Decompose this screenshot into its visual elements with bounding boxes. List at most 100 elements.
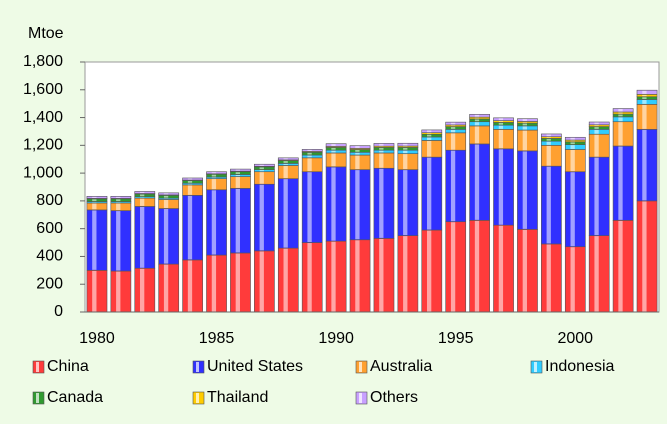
bar-segment xyxy=(517,229,538,313)
bar-segment xyxy=(86,209,108,271)
y-tick-label: 1,600 xyxy=(23,81,63,98)
bar-highlight xyxy=(355,170,360,240)
bar-highlight xyxy=(427,157,432,230)
bar-segment xyxy=(612,145,634,221)
bar-highlight xyxy=(211,190,217,255)
bar-segment xyxy=(134,206,156,269)
legend-swatch-highlight xyxy=(534,362,537,372)
bar-highlight xyxy=(379,150,384,153)
bar-highlight xyxy=(474,119,480,122)
bar-highlight xyxy=(594,157,599,236)
bar-segment xyxy=(541,138,562,142)
bar-segment xyxy=(206,178,227,191)
bar-segment xyxy=(182,259,203,313)
bar-segment xyxy=(612,220,634,313)
y-tick-label: 1,200 xyxy=(23,137,63,154)
bar-highlight xyxy=(594,122,599,125)
bar-highlight xyxy=(92,196,97,198)
bar-highlight xyxy=(259,172,264,184)
bar-segment xyxy=(110,202,132,211)
bar-segment xyxy=(325,147,347,151)
bar-segment xyxy=(445,149,467,223)
bar-segment xyxy=(517,129,538,152)
bar-highlight xyxy=(163,209,169,264)
bar-highlight xyxy=(187,180,193,183)
bar-highlight xyxy=(522,126,527,130)
bar-segment xyxy=(636,89,658,95)
bar-highlight xyxy=(403,236,408,312)
bar-segment xyxy=(325,149,347,154)
bar-highlight xyxy=(570,247,575,312)
y-tick-label: 400 xyxy=(36,248,63,265)
bar-segment xyxy=(517,150,538,230)
bar-highlight xyxy=(259,184,264,251)
bar-segment xyxy=(397,142,419,147)
bar-highlight xyxy=(642,129,647,201)
bar-highlight xyxy=(92,199,97,202)
bar-segment xyxy=(230,171,251,175)
bar-segment xyxy=(206,189,227,256)
bar-segment xyxy=(541,243,562,313)
bar-segment xyxy=(421,136,443,141)
legend-swatch-highlight xyxy=(359,362,362,372)
bar-highlight xyxy=(259,167,264,170)
bar-segment xyxy=(541,165,562,245)
bar-segment xyxy=(493,117,514,121)
bar-segment xyxy=(612,108,634,113)
bar-highlight xyxy=(594,129,599,134)
bar-segment xyxy=(373,149,395,154)
bar-highlight xyxy=(522,130,527,151)
bar-segment xyxy=(564,136,586,141)
bar-highlight xyxy=(642,201,647,312)
bar-segment xyxy=(158,199,180,209)
bar-highlight xyxy=(163,195,169,198)
bar-highlight xyxy=(307,172,312,243)
y-tick-label: 600 xyxy=(36,220,63,237)
bar-segment xyxy=(469,114,490,118)
bar-segment xyxy=(421,140,443,158)
bar-highlight xyxy=(427,137,432,140)
bar-highlight xyxy=(187,183,193,185)
bar-highlight xyxy=(379,147,384,150)
bar-segment xyxy=(469,118,490,123)
bar-highlight xyxy=(522,119,527,121)
bar-highlight xyxy=(546,145,551,166)
bar-highlight xyxy=(450,125,456,127)
bar-segment xyxy=(564,149,586,173)
bar-highlight xyxy=(570,145,575,149)
bar-highlight xyxy=(546,134,551,137)
bar-segment xyxy=(230,168,251,172)
bar-segment xyxy=(469,125,490,145)
bar-highlight xyxy=(642,97,647,99)
bar-segment xyxy=(158,208,180,265)
bar-highlight xyxy=(259,164,264,166)
bar-highlight xyxy=(140,206,145,268)
bar-highlight xyxy=(355,152,360,155)
bar-segment xyxy=(445,129,467,134)
bar-highlight xyxy=(331,241,336,312)
bar-highlight xyxy=(163,200,169,209)
bar-highlight xyxy=(259,170,264,172)
bar-highlight xyxy=(474,117,480,119)
bar-segment xyxy=(254,183,275,252)
bar-segment xyxy=(277,247,299,313)
x-tick-label: 1980 xyxy=(79,330,115,347)
bar-segment xyxy=(277,157,299,161)
bar-highlight xyxy=(450,133,456,150)
bar-highlight xyxy=(116,203,121,211)
bar-highlight xyxy=(546,138,551,141)
bar-segment xyxy=(277,178,299,249)
bar-highlight xyxy=(211,177,217,179)
bar-highlight xyxy=(187,195,193,260)
bar-segment xyxy=(349,151,371,156)
bar-highlight xyxy=(618,109,623,112)
legend-swatch-highlight xyxy=(36,362,39,372)
bar-segment xyxy=(588,235,610,313)
legend-label: Thailand xyxy=(207,389,268,406)
bar-segment xyxy=(493,129,514,150)
bar-segment xyxy=(301,149,323,152)
legend-swatch-highlight xyxy=(359,393,362,403)
bar-highlight xyxy=(187,178,193,180)
bar-highlight xyxy=(498,129,504,149)
bar-segment xyxy=(517,125,538,131)
